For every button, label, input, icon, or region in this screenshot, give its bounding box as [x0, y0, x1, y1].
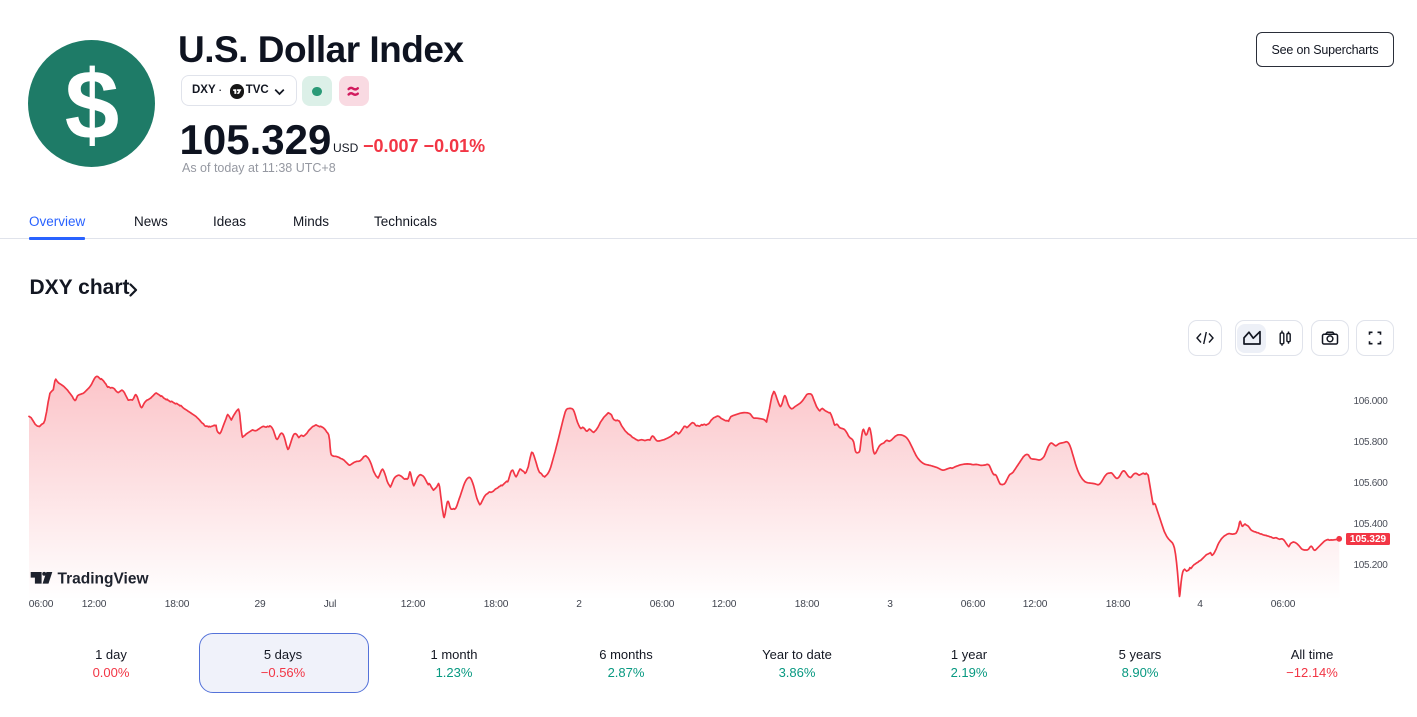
svg-text:$: $ — [65, 50, 120, 160]
svg-text:TradingView: TradingView — [58, 571, 150, 587]
